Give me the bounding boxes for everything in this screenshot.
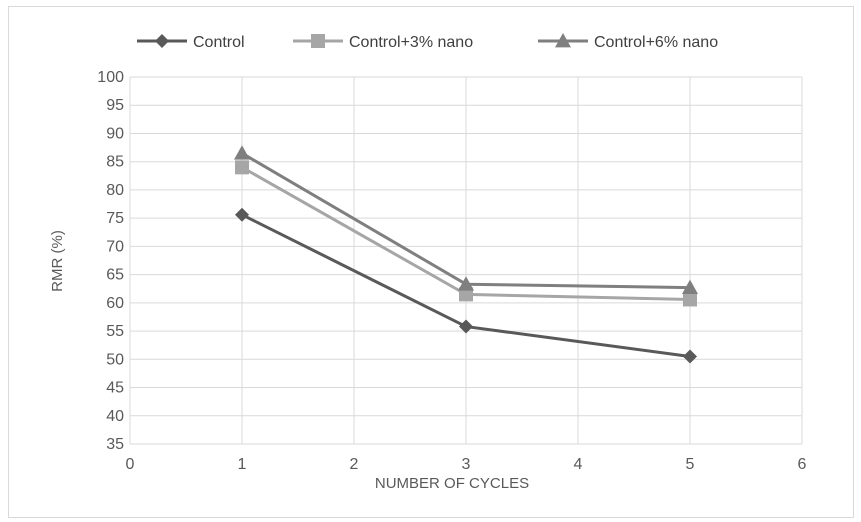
y-tick-label: 75 (106, 210, 124, 227)
data-point (234, 145, 250, 160)
y-tick-label: 35 (106, 436, 124, 453)
legend-item: Control+6% nano (538, 33, 718, 51)
x-tick-label: 0 (126, 456, 135, 473)
data-point (683, 349, 697, 364)
series-2 (235, 160, 697, 307)
y-tick-label: 65 (106, 267, 124, 284)
series (234, 145, 698, 364)
x-tick-label: 4 (574, 456, 583, 473)
data-point (682, 279, 698, 295)
x-tick-label: 6 (798, 456, 807, 473)
data-point (459, 287, 473, 302)
legend-item: Control+3% nano (293, 34, 473, 51)
y-tick-label: 45 (106, 380, 124, 397)
y-tick-label: 55 (106, 323, 124, 340)
y-tick-label: 50 (106, 351, 124, 368)
y-tick-label: 100 (97, 69, 124, 86)
x-axis-title: NUMBER OF CYCLES (375, 475, 529, 492)
chart-frame (8, 6, 854, 518)
y-tick-label: 90 (106, 125, 124, 142)
legend: Control Control+3% nano Control+6% nano (137, 33, 718, 51)
data-point (458, 276, 474, 291)
x-tick-label: 2 (350, 456, 359, 473)
y-axis-title: RMR (%) (49, 230, 66, 292)
grid (129, 76, 803, 445)
data-point (683, 292, 697, 307)
y-tick-label: 80 (106, 182, 124, 199)
legend-label: Control+6% nano (594, 34, 718, 51)
y-tick-label: 70 (106, 238, 124, 255)
data-point (235, 160, 249, 175)
legend-label: Control+3% nano (349, 34, 473, 51)
x-tick-label: 3 (462, 456, 471, 473)
legend-marker (155, 34, 169, 48)
data-point (459, 319, 473, 334)
x-tick-label: 1 (238, 456, 247, 473)
series-1 (235, 207, 697, 364)
y-tick-label: 40 (106, 408, 124, 425)
y-tick-label: 95 (106, 97, 124, 114)
data-point (235, 207, 249, 222)
legend-marker (555, 33, 571, 48)
series-3 (234, 145, 698, 295)
y-tick-label: 85 (106, 154, 124, 171)
legend-marker (311, 34, 325, 48)
x-tick-label: 5 (686, 456, 695, 473)
legend-item: Control (137, 34, 245, 51)
legend-label: Control (193, 34, 245, 51)
y-tick-label: 60 (106, 295, 124, 312)
